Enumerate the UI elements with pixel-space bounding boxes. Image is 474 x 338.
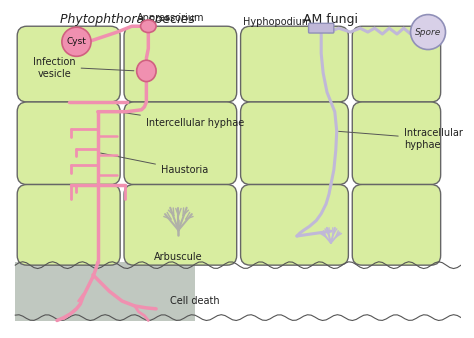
FancyBboxPatch shape <box>124 185 237 265</box>
FancyBboxPatch shape <box>17 26 120 102</box>
FancyBboxPatch shape <box>241 102 348 185</box>
FancyBboxPatch shape <box>352 26 441 102</box>
FancyBboxPatch shape <box>309 23 334 33</box>
FancyBboxPatch shape <box>352 185 441 265</box>
Text: Phytophthora species: Phytophthora species <box>60 13 194 26</box>
Text: Spore: Spore <box>415 28 441 37</box>
Text: Appressorium: Appressorium <box>137 13 204 23</box>
Text: Infection
vesicle: Infection vesicle <box>33 57 75 79</box>
Ellipse shape <box>137 60 156 81</box>
FancyBboxPatch shape <box>352 102 441 185</box>
FancyBboxPatch shape <box>241 26 348 102</box>
FancyBboxPatch shape <box>17 185 120 265</box>
Text: Cyst: Cyst <box>66 37 86 46</box>
Text: AM fungi: AM fungi <box>303 13 358 26</box>
FancyBboxPatch shape <box>124 26 237 102</box>
FancyBboxPatch shape <box>124 102 237 185</box>
Circle shape <box>62 27 91 56</box>
Text: Arbuscule: Arbuscule <box>154 252 203 262</box>
Text: Intercellular hyphae: Intercellular hyphae <box>120 112 244 128</box>
Circle shape <box>410 15 446 50</box>
Text: Intracellular
hyphae: Intracellular hyphae <box>338 128 463 150</box>
Text: Cell death: Cell death <box>170 296 220 306</box>
Text: Hyphopodium: Hyphopodium <box>243 17 319 31</box>
FancyBboxPatch shape <box>241 185 348 265</box>
Ellipse shape <box>141 20 156 32</box>
Text: Haustoria: Haustoria <box>100 153 208 175</box>
Bar <box>15 262 195 320</box>
FancyBboxPatch shape <box>17 102 120 185</box>
